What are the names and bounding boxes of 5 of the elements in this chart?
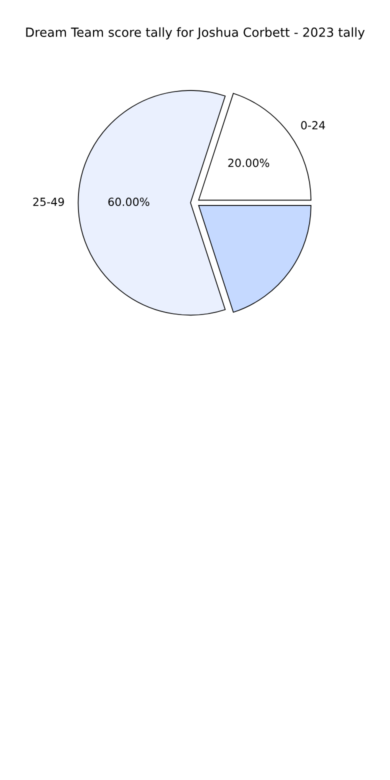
- slice-label: 25-49: [33, 198, 64, 206]
- chart-title: Dream Team score tally for Joshua Corbett - 2023 tally: [26, 27, 365, 40]
- data-label: 60.00%: [108, 198, 150, 206]
- data-label: 20.00%: [228, 158, 270, 168]
- slice-label: 0-24: [301, 121, 325, 130]
